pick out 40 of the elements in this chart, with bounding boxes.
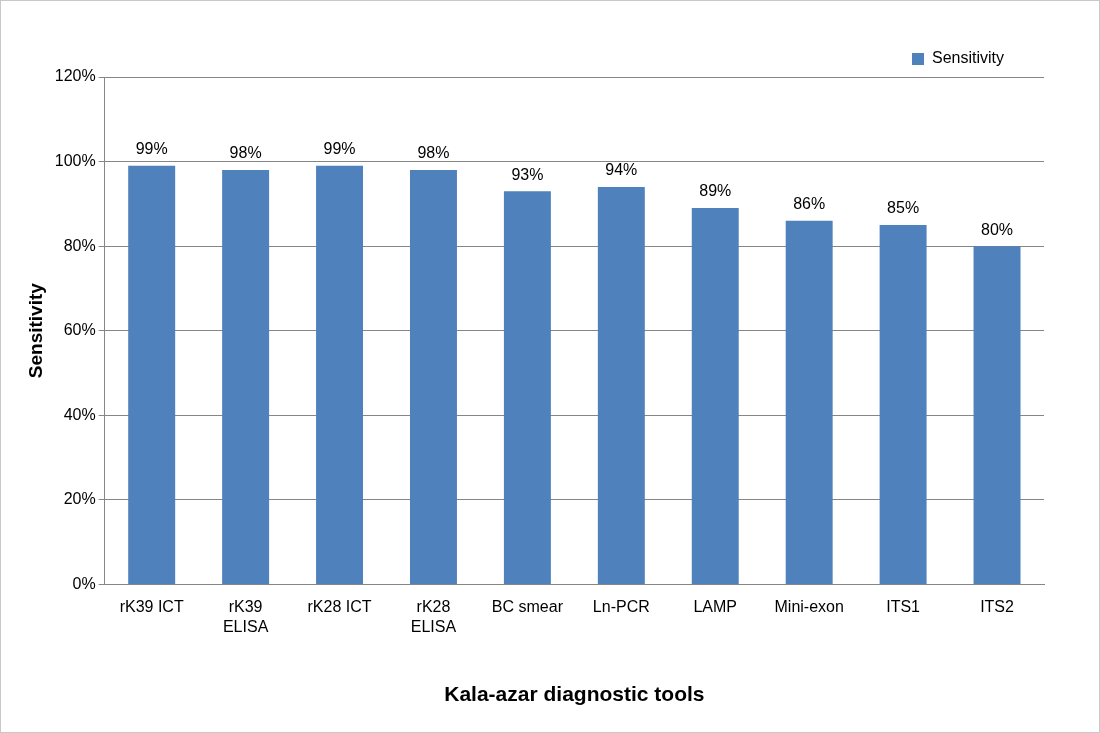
text: 93% [511,165,544,183]
x-tick-label: BC smear [491,598,564,616]
x-tick-label: rK28 ELISA [410,598,457,635]
y-axis-title: Sensitivity [24,282,46,379]
bar [785,220,833,584]
bar [879,224,927,584]
y-tick-label: 80% [63,236,96,254]
bar [409,170,457,584]
y-tick-label: 40% [63,405,96,423]
text: 99% [323,140,356,158]
bar [503,191,551,584]
bar [691,208,739,584]
bar [973,246,1021,584]
x-tick-label: LAMP [693,598,738,616]
x-tick-label: rK39 ICT [119,598,184,616]
bar [222,170,270,584]
x-tick-label: rK28 ICT [307,598,372,616]
bar [316,165,364,584]
x-tick-label: Mini-exon [774,598,844,616]
text: 98% [417,144,450,162]
text: 98% [229,144,262,162]
y-tick-label: 0% [72,574,96,592]
text: 89% [699,182,732,200]
bar [597,186,645,584]
y-tick-label: 100% [54,151,96,169]
bar [128,165,176,584]
x-tick-label: Ln-PCR [592,598,650,616]
x-axis-title: Kala-azar diagnostic tools [444,682,705,706]
text: 80% [981,220,1014,238]
y-tick-label: 20% [63,490,96,508]
text: 85% [887,199,920,217]
y-tick-label: 120% [54,67,96,85]
legend-label: Sensitivity [931,49,1005,67]
x-tick-label: ITS2 [980,598,1015,616]
text: 86% [793,195,826,213]
text: 94% [605,161,638,179]
x-tick-label: rK39 ELISA [222,598,269,635]
y-tick-label: 60% [63,321,96,339]
text: 99% [135,140,168,158]
x-tick-label: ITS1 [886,598,921,616]
